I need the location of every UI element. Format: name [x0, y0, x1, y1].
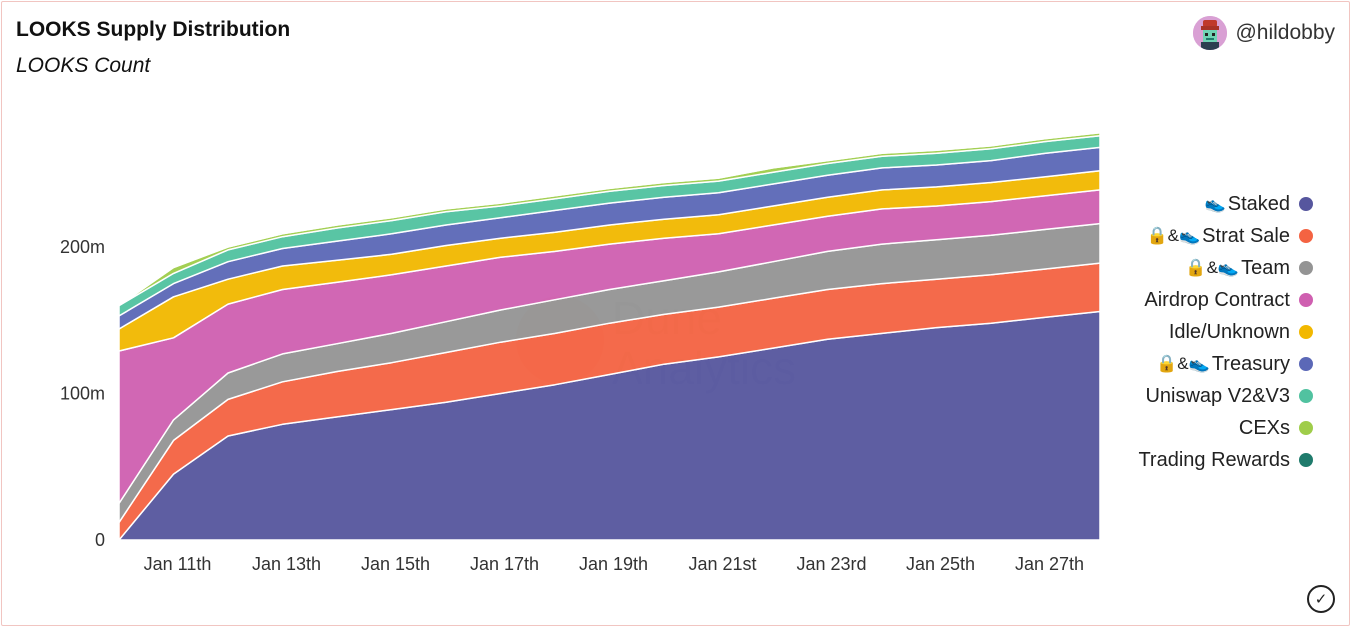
legend-swatch: [1299, 421, 1313, 435]
legend-swatch: [1299, 261, 1313, 275]
x-tick-label: Jan 15th: [361, 554, 430, 574]
legend-swatch: [1299, 293, 1313, 307]
legend-item[interactable]: 👟 Staked: [1053, 188, 1313, 220]
lock-sneaker-icon: 🔒&👟: [1146, 226, 1201, 245]
y-tick-label: 0: [95, 530, 105, 550]
legend-label: Airdrop Contract: [1144, 288, 1290, 311]
lock-sneaker-icon: 🔒&👟: [1156, 354, 1210, 373]
legend: 👟 Staked 🔒&👟 Strat Sale 🔒&👟 Team Airdrop Contr…: [1053, 188, 1313, 476]
legend-label: Idle/Unknown: [1168, 320, 1290, 343]
legend-label: Trading Rewards: [1138, 448, 1290, 471]
x-tick-label: Jan 23rd: [796, 554, 866, 574]
x-tick-label: Jan 21st: [688, 554, 756, 574]
chart-title: LOOKS Supply Distribution: [16, 18, 291, 41]
x-tick-label: Jan 11th: [144, 554, 212, 574]
y-tick-label: 100m: [60, 384, 105, 404]
x-tick-label: Jan 25th: [906, 554, 975, 574]
legend-item[interactable]: CEXs: [1053, 412, 1313, 444]
legend-item[interactable]: 🔒&👟 Treasury: [1053, 348, 1313, 380]
legend-label: Staked: [1227, 192, 1290, 215]
x-tick-label: Jan 27th: [1015, 554, 1084, 574]
legend-swatch: [1299, 453, 1313, 467]
avatar[interactable]: [1193, 16, 1228, 50]
chart-subtitle: LOOKS Count: [16, 54, 151, 77]
legend-swatch: [1299, 197, 1313, 211]
legend-item[interactable]: Uniswap V2&V3: [1053, 380, 1313, 412]
legend-item[interactable]: Idle/Unknown: [1053, 316, 1313, 348]
author-badge[interactable]: @hildobby: [1193, 16, 1335, 50]
series-area-trading-rewards: [118, 130, 1101, 307]
avatar-art-icon: [1193, 16, 1228, 50]
lock-sneaker-icon: 🔒&👟: [1185, 258, 1240, 277]
x-tick-label: Jan 19th: [579, 554, 648, 574]
legend-label: Strat Sale: [1202, 224, 1290, 247]
legend-swatch: [1299, 229, 1313, 243]
legend-label: Team: [1241, 256, 1290, 279]
legend-label: Uniswap V2&V3: [1145, 384, 1290, 407]
x-tick-label: Jan 13th: [252, 554, 321, 574]
legend-swatch: [1299, 389, 1313, 403]
legend-swatch: [1299, 325, 1313, 339]
x-tick-label: Jan 17th: [470, 554, 539, 574]
legend-item[interactable]: Trading Rewards: [1053, 444, 1313, 476]
check-icon[interactable]: ✓: [1307, 585, 1335, 613]
legend-item[interactable]: Airdrop Contract: [1053, 284, 1313, 316]
y-tick-label: 200m: [60, 237, 105, 257]
legend-item[interactable]: 🔒&👟 Strat Sale: [1053, 220, 1313, 252]
legend-swatch: [1299, 357, 1313, 371]
sneaker-icon: 👟: [1204, 194, 1226, 213]
legend-label: CEXs: [1238, 416, 1290, 439]
legend-item[interactable]: 🔒&👟 Team: [1053, 252, 1313, 284]
legend-label: Treasury: [1211, 352, 1290, 375]
author-name[interactable]: @hildobby: [1235, 21, 1335, 44]
